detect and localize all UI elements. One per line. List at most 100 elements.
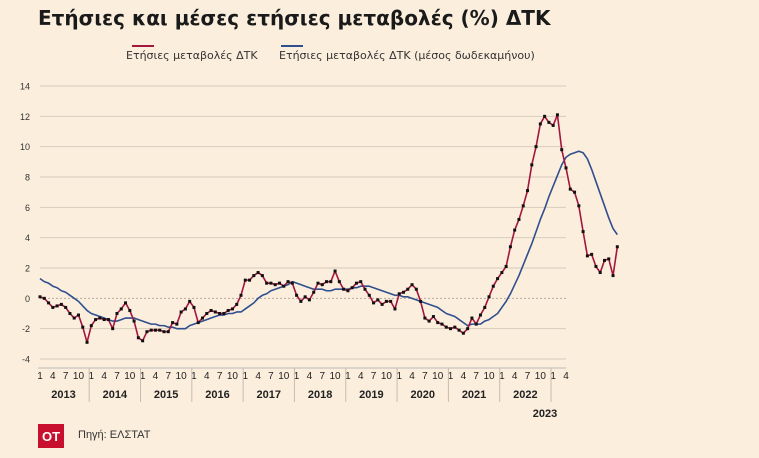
data-point-annual	[500, 271, 504, 275]
data-point-annual	[581, 230, 585, 234]
data-point-annual	[359, 280, 363, 284]
data-point-annual	[132, 319, 136, 323]
data-point-annual	[470, 316, 474, 320]
year-label: 2023	[533, 408, 557, 420]
x-tick-label: 1	[140, 371, 146, 382]
y-tick-label: 4	[25, 233, 30, 243]
data-point-annual	[329, 280, 333, 284]
x-tick-label: 10	[176, 371, 188, 382]
data-point-annual	[320, 283, 324, 287]
x-tick-label: 1	[448, 371, 454, 382]
x-tick-label: 10	[227, 371, 239, 382]
data-point-annual	[213, 310, 217, 314]
legend-swatch-annual	[132, 45, 154, 47]
data-point-annual	[551, 123, 555, 127]
data-point-annual	[380, 302, 384, 306]
x-tick-label: 7	[114, 371, 120, 382]
year-label: 2014	[103, 389, 128, 401]
data-point-annual	[530, 163, 534, 167]
data-point-annual	[89, 324, 93, 328]
data-point-annual	[273, 283, 277, 287]
data-point-annual	[277, 281, 281, 285]
data-point-annual	[598, 271, 602, 275]
data-point-annual	[508, 245, 512, 249]
data-point-annual	[466, 327, 470, 331]
x-tick-label: 4	[255, 371, 261, 382]
data-point-annual	[564, 166, 568, 170]
data-point-annual	[615, 245, 619, 249]
data-point-annual	[76, 313, 80, 317]
data-point-annual	[496, 277, 500, 281]
data-point-annual	[149, 328, 153, 332]
x-tick-label: 7	[525, 371, 531, 382]
data-point-annual	[47, 301, 51, 305]
x-tick-label: 7	[473, 371, 479, 382]
data-point-annual	[286, 280, 290, 284]
x-tick-label: 10	[73, 371, 85, 382]
data-point-annual	[230, 307, 234, 311]
data-point-annual	[513, 228, 517, 232]
x-tick-label: 10	[278, 371, 290, 382]
x-tick-label: 1	[89, 371, 95, 382]
data-point-annual	[372, 301, 376, 305]
data-point-annual	[239, 293, 243, 297]
data-point-annual	[136, 336, 140, 340]
data-point-annual	[504, 264, 508, 268]
data-point-annual	[483, 305, 487, 309]
data-point-annual	[303, 295, 307, 299]
data-point-annual	[256, 271, 260, 275]
data-point-annual	[85, 340, 89, 344]
data-point-annual	[342, 287, 346, 291]
data-point-annual	[423, 316, 427, 320]
data-point-annual	[68, 312, 72, 315]
x-tick-label: 4	[101, 371, 107, 382]
data-point-annual	[201, 316, 205, 320]
y-tick-label: 0	[25, 294, 30, 304]
data-point-annual	[478, 313, 482, 317]
year-label: 2020	[410, 389, 434, 401]
x-tick-label: 4	[50, 371, 56, 382]
data-point-annual	[312, 290, 316, 294]
data-point-annual	[222, 312, 226, 315]
data-point-annual	[183, 307, 187, 311]
data-point-annual	[119, 307, 123, 311]
data-point-annual	[547, 120, 551, 124]
data-point-annual	[153, 328, 157, 332]
y-tick-label: -4	[22, 355, 30, 365]
x-tick-label: 1	[242, 371, 248, 382]
x-tick-label: 7	[166, 371, 172, 382]
data-point-annual	[414, 287, 418, 291]
data-point-annual	[158, 328, 162, 332]
chart-title: Ετήσιες και μέσες ετήσιες μεταβολές (%) …	[38, 6, 551, 30]
x-tick-label: 7	[319, 371, 325, 382]
series-line-annual	[39, 114, 619, 344]
data-point-annual	[384, 299, 388, 303]
legend-label-average: Ετήσιες μεταβολές ΔΤΚ (μέσος δωδεκαμήνου…	[279, 49, 535, 62]
data-point-annual	[59, 302, 63, 306]
data-point-annual	[389, 299, 393, 303]
data-point-annual	[269, 281, 273, 285]
data-point-annual	[38, 295, 42, 299]
data-point-annual	[141, 339, 145, 343]
data-point-annual	[491, 284, 495, 288]
data-point-annual	[162, 330, 166, 334]
data-point-annual	[307, 298, 311, 302]
data-point-annual	[188, 299, 192, 303]
y-tick-label: 6	[25, 203, 30, 213]
x-tick-label: 7	[63, 371, 69, 382]
x-tick-label: 1	[191, 371, 197, 382]
x-tick-label: 10	[432, 371, 444, 382]
data-point-annual	[42, 296, 46, 300]
data-point-annual	[534, 145, 538, 149]
y-tick-label: 12	[20, 112, 30, 122]
data-point-annual	[543, 114, 547, 118]
data-point-annual	[453, 325, 457, 329]
data-point-annual	[401, 290, 405, 294]
ot-logo: OT	[38, 424, 64, 448]
x-tick-label: 10	[124, 371, 136, 382]
data-point-annual	[457, 328, 461, 332]
x-tick-label: 4	[512, 371, 518, 382]
x-tick-label: 1	[345, 371, 351, 382]
data-point-annual	[376, 298, 380, 302]
x-tick-label: 7	[268, 371, 274, 382]
